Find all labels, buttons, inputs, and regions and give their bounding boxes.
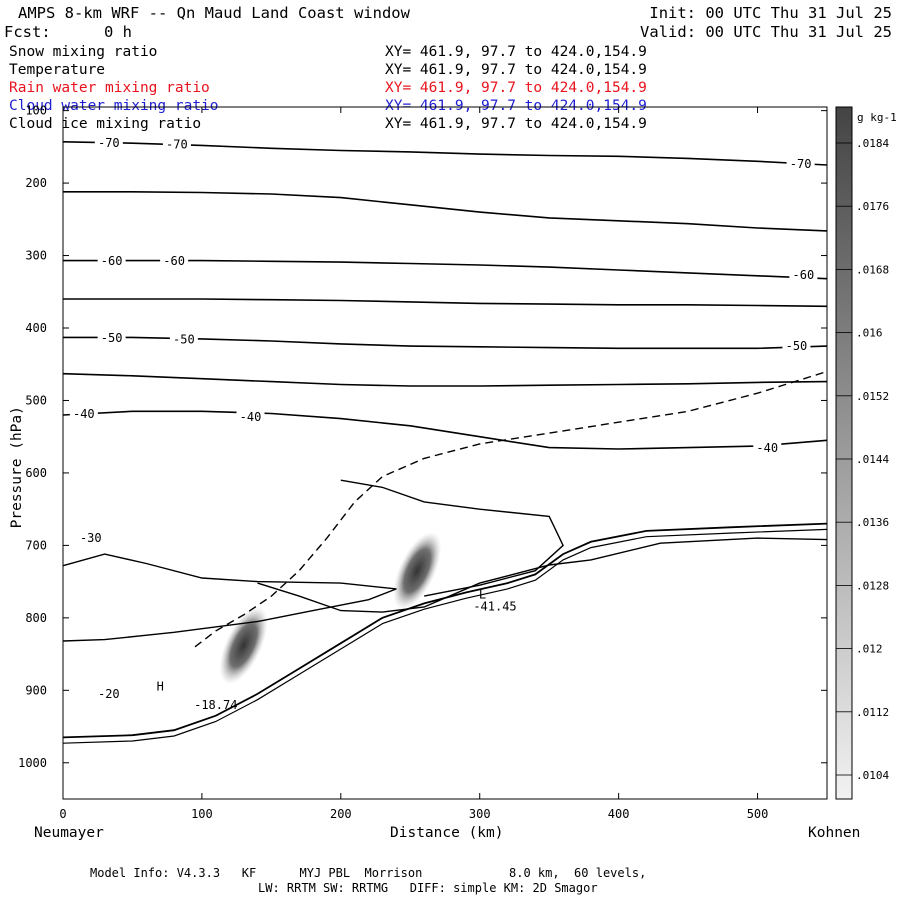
cloud-ice-contour <box>194 370 828 648</box>
field-name: Temperature <box>9 62 106 78</box>
y-tick-label: 500 <box>25 393 47 407</box>
field-name: Rain water mixing ratio <box>9 80 210 96</box>
field-xy: XY= 461.9, 97.7 to 424.0,154.9 <box>385 98 647 114</box>
contour-label: -50 <box>173 332 195 346</box>
y-tick-label: 900 <box>25 683 47 697</box>
extreme-label: -20 <box>98 687 120 701</box>
contour-label-bg <box>786 156 815 171</box>
field-name: Snow mixing ratio <box>9 44 158 60</box>
y-tick-label: 1000 <box>18 756 47 770</box>
model-info-line2: LW: RRTM SW: RRTMG DIFF: simple KM: 2D S… <box>258 881 598 895</box>
contour-label: -60 <box>793 268 815 282</box>
field-xy: XY= 461.9, 97.7 to 424.0,154.9 <box>385 80 647 96</box>
temp-contour-40 <box>62 410 828 450</box>
contour-label-bg <box>236 409 265 424</box>
extreme-label: -41.45 <box>473 599 516 613</box>
colorbar-tick-label: .0152 <box>856 390 889 403</box>
y-tick-label: 600 <box>25 466 47 480</box>
snow-max-1 <box>219 606 268 685</box>
lower-contour-1 <box>62 553 397 642</box>
lower-contour-2 <box>257 537 828 613</box>
contour-label: -40 <box>73 407 95 421</box>
contour-label-bg <box>160 253 189 268</box>
model-info-line1: Model Info: V4.3.3 KF MYJ PBL Morrison 8… <box>90 866 647 880</box>
colorbar-unit: g kg-1 <box>857 111 897 124</box>
contour-label: -60 <box>163 254 185 268</box>
figure-title: AMPS 8-km WRF -- Qn Maud Land Coast wind… <box>18 4 410 22</box>
x-tick-label: 400 <box>608 807 630 821</box>
fcst-label: Fcst: <box>4 23 51 41</box>
terrain-surface <box>62 522 828 739</box>
temp-contour-65 <box>63 191 828 232</box>
colorbar-tick-label: .0168 <box>856 263 889 276</box>
colorbar-tick-label: .0128 <box>856 579 889 592</box>
contour-label-bg <box>789 267 818 282</box>
contour-label-bg <box>782 338 811 353</box>
field-name: Cloud ice mixing ratio <box>9 116 202 132</box>
valid-time: Valid: 00 UTC Thu 31 Jul 25 <box>640 23 892 41</box>
contour-label: -70 <box>790 157 812 171</box>
terrain-surface-lower <box>62 528 828 744</box>
contour-label: -40 <box>240 410 262 424</box>
x-tick-label: 200 <box>330 807 352 821</box>
contour-label-bg <box>69 406 98 421</box>
y-axis-title: Pressure (hPa) <box>8 406 25 529</box>
contour-label: -50 <box>786 339 808 353</box>
contour-label-bg <box>97 330 126 345</box>
field-xy: XY= 461.9, 97.7 to 424.0,154.9 <box>385 44 647 60</box>
init-time: Init: 00 UTC Thu 31 Jul 25 <box>649 4 892 22</box>
contour-label-bg <box>753 440 782 455</box>
x-tick-label: 500 <box>747 807 769 821</box>
y-tick-label: 700 <box>25 538 47 552</box>
extreme-label: -30 <box>80 531 102 545</box>
extreme-label: -18.74 <box>194 698 237 712</box>
colorbar-tick-label: .0112 <box>856 706 889 719</box>
colorbar-tick-label: .0104 <box>856 769 889 782</box>
contour-label-bg <box>97 253 126 268</box>
contour-label: -60 <box>101 254 123 268</box>
x-tick-label: 100 <box>191 807 213 821</box>
contour-label-bg <box>162 136 191 151</box>
lower-contour-3 <box>340 479 564 597</box>
y-tick-label: 800 <box>25 611 47 625</box>
contour-label: -70 <box>166 137 188 151</box>
contour-label-bg <box>94 135 123 150</box>
colorbar-tick-label: .0136 <box>856 516 889 529</box>
y-tick-label: 300 <box>25 249 47 263</box>
contour-label: -40 <box>756 441 778 455</box>
colorbar <box>835 106 853 800</box>
x-left-label: Neumayer <box>34 825 104 841</box>
plot-frame <box>62 106 828 800</box>
temp-contour-60 <box>63 259 828 280</box>
colorbar-tick-label: .0184 <box>856 137 889 150</box>
y-tick-label: 100 <box>25 104 47 118</box>
contour-label-bg <box>169 331 198 346</box>
x-right-label: Kohnen <box>808 825 861 841</box>
field-xy: XY= 461.9, 97.7 to 424.0,154.9 <box>385 116 647 132</box>
y-tick-label: 200 <box>25 176 47 190</box>
x-axis-title: Distance (km) <box>390 825 504 841</box>
temp-contour-45 <box>62 372 828 387</box>
snow-max-2 <box>393 531 442 610</box>
temp-contour-55 <box>63 298 828 308</box>
x-tick-label: 300 <box>469 807 491 821</box>
contour-label: -50 <box>101 331 123 345</box>
colorbar-tick-label: .0176 <box>856 200 889 213</box>
colorbar-tick-label: .0144 <box>856 453 889 466</box>
contour-label: -70 <box>98 136 120 150</box>
extreme-label: H <box>157 680 164 694</box>
x-tick-label: 0 <box>59 807 66 821</box>
field-name: Cloud water mixing ratio <box>9 98 219 114</box>
extreme-label: L <box>479 588 486 602</box>
fcst-value: 0 h <box>104 23 132 41</box>
field-xy: XY= 461.9, 97.7 to 424.0,154.9 <box>385 62 647 78</box>
colorbar-tick-label: .012 <box>856 643 883 656</box>
colorbar-tick-label: .016 <box>856 327 883 340</box>
y-tick-label: 400 <box>25 321 47 335</box>
